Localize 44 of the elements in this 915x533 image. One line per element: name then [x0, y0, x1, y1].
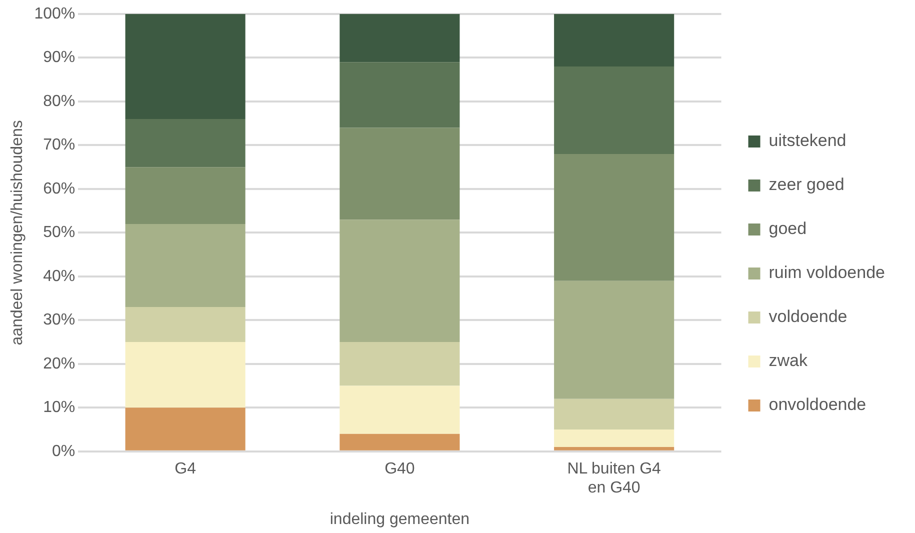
- y-tick-label: 100%: [34, 5, 76, 22]
- y-tick-label: 30%: [43, 312, 76, 329]
- legend-label: zeer goed: [768, 175, 844, 194]
- x-tick-label: G4: [174, 460, 196, 478]
- bar: [554, 280, 674, 399]
- bar: [125, 118, 246, 168]
- y-tick-label: 20%: [43, 355, 76, 372]
- bar: [554, 430, 674, 448]
- bar: [554, 447, 674, 450]
- bar: [125, 224, 246, 308]
- y-tick-label: 90%: [43, 49, 76, 66]
- legend-label: goed: [768, 219, 807, 238]
- legend-label: onvoldoende: [768, 395, 866, 414]
- bar: [340, 128, 460, 220]
- bar: [340, 386, 460, 434]
- bar: [340, 342, 460, 386]
- y-tick-label: 10%: [43, 399, 76, 416]
- x-tick-label: NL buiten G4 en G40: [567, 460, 662, 497]
- bar: [554, 398, 674, 430]
- y-tick-label: 70%: [43, 136, 76, 154]
- y-tick-label: 40%: [43, 268, 76, 285]
- bar: [340, 434, 460, 450]
- y-tick-label: 60%: [43, 180, 76, 198]
- y-tick-label: 50%: [43, 224, 76, 242]
- legend-label: voldoende: [768, 307, 848, 326]
- y-tick-label: 80%: [43, 92, 76, 110]
- legend-label: uitstekend: [768, 131, 846, 150]
- legend-label: zwak: [768, 351, 808, 370]
- bar: [340, 62, 460, 128]
- x-tick-label: G40: [384, 460, 415, 478]
- bar: [340, 14, 460, 62]
- bar: [125, 307, 246, 342]
- y-axis-title: aandeel woningen/huishoudens: [9, 120, 26, 346]
- bar: [340, 220, 460, 342]
- bar: [554, 154, 674, 281]
- bar: [125, 167, 246, 224]
- y-tick-label: 0%: [52, 442, 76, 460]
- bar: [554, 66, 674, 154]
- bar: [125, 14, 246, 119]
- legend-label: ruim voldoende: [768, 263, 886, 282]
- bar: [125, 408, 246, 450]
- bar: [554, 14, 674, 66]
- x-axis-title: indeling gemeenten: [330, 510, 470, 528]
- bar: [125, 342, 246, 408]
